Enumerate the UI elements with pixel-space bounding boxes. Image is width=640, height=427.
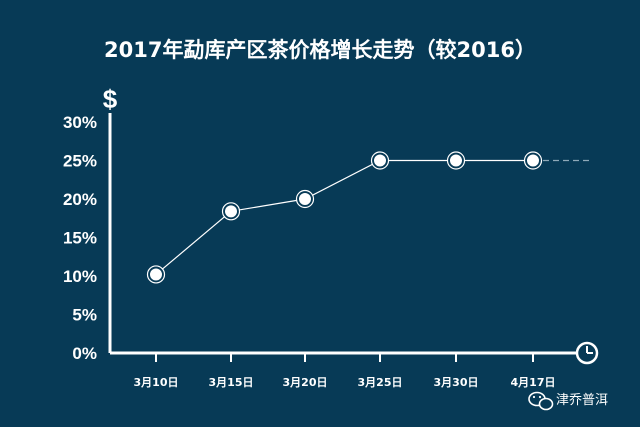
- x-tick-label: 3月15日: [209, 376, 254, 389]
- y-tick-label: 30%: [63, 113, 97, 132]
- y-tick-labels: 0% 5% 10% 15% 20% 25% 30%: [63, 113, 97, 363]
- y-tick-label: 25%: [63, 152, 97, 171]
- x-tick-label: 3月20日: [283, 376, 328, 389]
- x-tick-label: 3月25日: [358, 376, 403, 389]
- data-point: [448, 152, 464, 169]
- data-point-ring: [523, 151, 543, 170]
- x-tick-label: 4月17日: [511, 376, 556, 389]
- y-tick-label: 5%: [72, 306, 97, 325]
- y-tick-label: 0%: [72, 344, 97, 363]
- data-point: [525, 152, 541, 169]
- watermark: 津乔普洱: [528, 391, 608, 411]
- data-point-ring: [146, 265, 166, 284]
- series-line-path: [155, 159, 533, 275]
- data-point-ring: [221, 202, 241, 221]
- x-tick-label: 3月30日: [434, 376, 479, 389]
- wechat-icon: [528, 391, 554, 411]
- x-tick-label: 3月10日: [134, 376, 179, 389]
- chart-title: 2017年勐库产区茶价格增长走势（较2016）: [104, 38, 536, 62]
- data-point-ring: [446, 151, 466, 170]
- data-point: [223, 203, 239, 220]
- y-tick-label: 20%: [63, 190, 97, 209]
- data-point-ring: [295, 189, 315, 209]
- y-tick-label: 15%: [63, 229, 97, 248]
- y-axis-unit-label: $: [103, 84, 118, 114]
- y-tick-label: 10%: [63, 267, 97, 286]
- data-point-ring: [370, 151, 390, 170]
- data-point: [297, 191, 313, 207]
- series-line: [155, 159, 592, 275]
- clock-icon: [575, 341, 599, 365]
- data-points: [146, 151, 543, 284]
- data-point: [148, 266, 164, 283]
- x-tick-labels: 3月10日 3月15日 3月20日 3月25日 3月30日 4月17日: [134, 353, 556, 389]
- watermark-text: 津乔普洱: [556, 393, 608, 408]
- data-point: [372, 152, 388, 169]
